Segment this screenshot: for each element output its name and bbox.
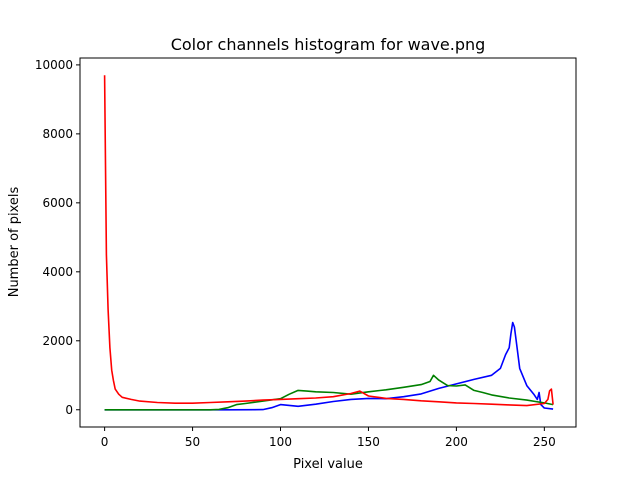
y-tick-label: 6000 [42,196,73,210]
y-tick-label: 8000 [42,127,73,141]
x-tick-label: 150 [357,435,380,449]
x-tick-label: 50 [185,435,200,449]
series-line-0 [104,321,554,411]
series-line-1 [104,374,554,411]
axes-frame [79,57,577,428]
chart-title: Color channels histogram for wave.png [171,35,486,54]
y-tick-label: 0 [65,403,73,417]
y-axis-label: Number of pixels [7,186,22,297]
x-tick-label: 0 [101,435,109,449]
series-layer [103,75,554,411]
x-tick-label: 200 [445,435,468,449]
y-tick-label: 2000 [42,334,73,348]
x-tick-label: 250 [533,435,556,449]
y-tick-label: 10000 [35,58,73,72]
x-tick-label: 100 [269,435,292,449]
series-line-2 [103,75,554,407]
y-tick-label: 4000 [42,265,73,279]
y-axis-ticks: 0 2000 4000 6000 8000 10000 [35,58,80,417]
x-axis-ticks: 0 50 100 150 200 250 [101,427,556,449]
x-axis-label: Pixel value [293,457,363,472]
plot-area [79,57,577,428]
